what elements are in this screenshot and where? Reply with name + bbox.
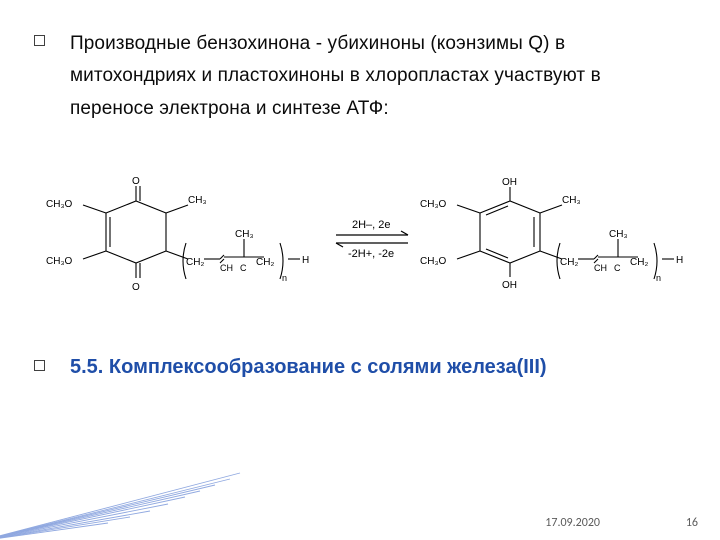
r-OH-bot: OH [502, 280, 517, 291]
arrow-top-label: 2H–, 2e [352, 219, 391, 231]
lbl-ch3o-tl: CH₃O [46, 199, 73, 210]
r-sc-H: H [676, 255, 683, 266]
lbl-ch3-tr: CH₃ [188, 195, 207, 206]
sc-b: CH [220, 263, 233, 273]
lbl-O-bot: O [132, 282, 140, 293]
sc-e: CH₂ [256, 257, 274, 268]
lbl-ch3o-bl: CH₃O [46, 256, 73, 267]
sc-a: CH₂ [186, 257, 204, 268]
r-ch3o-tl: CH₃O [420, 199, 447, 210]
r-OH-top: OH [502, 177, 517, 188]
sc-d: CH₃ [235, 229, 254, 240]
sc-c: C [240, 263, 247, 273]
r-sc-a: CH₂ [560, 257, 578, 268]
bullet-item: Производные бензохинона - убихиноны (коэ… [50, 28, 686, 125]
heading-bullet: 5.5. Комплексообразование с солями желез… [50, 353, 686, 381]
r-sc-d: CH₃ [609, 229, 628, 240]
lbl-O-top: O [132, 176, 140, 187]
footer-page: 16 [686, 516, 698, 530]
r-sc-c: C [614, 263, 621, 273]
corner-decor [0, 455, 250, 540]
sc-H-l: H [302, 255, 309, 266]
r-ch3-tr: CH₃ [562, 195, 581, 206]
footer-date: 17.09.2020 [545, 516, 600, 530]
heading-prefix: 5.5. [70, 356, 103, 378]
sc-n-l: n [282, 273, 287, 283]
r-sc-b: CH [594, 263, 607, 273]
section-heading: 5.5. Комплексообразование с солями желез… [70, 353, 686, 381]
reaction-scheme: O O CH₃O CH₃O CH₃ CH₂ CH C CH₃ CH₂ n H 2… [28, 173, 720, 313]
r-sc-n: n [656, 273, 661, 283]
r-ch3o-bl: CH₃O [420, 256, 447, 267]
r-sc-e: CH₂ [630, 257, 648, 268]
arrow-bottom-label: -2H+, -2e [348, 248, 394, 260]
heading-text: Комплексообразование с солями железа(III… [109, 356, 547, 378]
bullet-text: Производные бензохинона - убихиноны (коэ… [70, 28, 686, 125]
